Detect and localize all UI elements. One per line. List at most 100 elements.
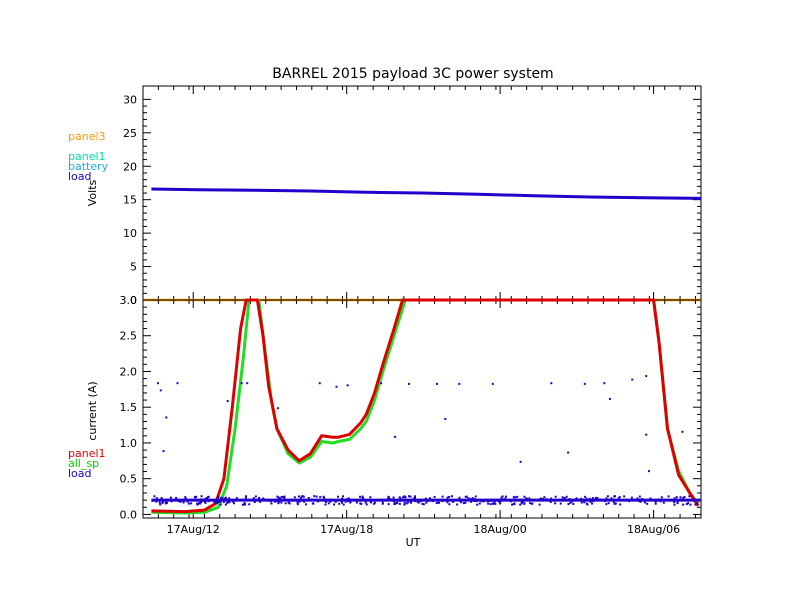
load-sample-point xyxy=(657,498,660,501)
load-sample-point xyxy=(519,503,522,506)
x-tick-label: 17Aug/12 xyxy=(167,523,220,536)
load-sample-point xyxy=(420,498,423,501)
legend-all-sp: all_sp xyxy=(68,457,99,470)
load-sample-point xyxy=(373,499,376,502)
x-tick-label: 17Aug/18 xyxy=(320,523,373,536)
load-sample-point xyxy=(696,502,699,505)
load-sample-point xyxy=(389,497,392,500)
load-sample-point xyxy=(630,496,633,499)
load-sample-point xyxy=(277,501,280,504)
load-sample-point xyxy=(360,502,363,505)
load-sample-point xyxy=(450,499,453,502)
top-y-tick-label: 15 xyxy=(123,194,137,207)
load-sample-point xyxy=(673,501,676,504)
load-sample-point xyxy=(414,500,417,503)
load-sample-point xyxy=(408,495,411,498)
legend-panel1-top: panel1 xyxy=(68,150,106,163)
load-sample-point xyxy=(387,503,390,506)
load-sample-point xyxy=(406,501,409,504)
load-sample-point xyxy=(575,497,578,500)
load-sample-point xyxy=(347,500,350,503)
load-sample-point xyxy=(520,501,523,504)
load-sample-point xyxy=(679,498,682,501)
load-sample-point xyxy=(279,497,282,500)
load-sample-point xyxy=(424,499,427,502)
load-sample-point xyxy=(361,496,364,499)
load-sample-point xyxy=(673,503,676,506)
load-sample-point xyxy=(346,498,349,501)
load-sample-point xyxy=(161,501,164,504)
load-sample-point xyxy=(258,496,261,499)
load-sample-point xyxy=(520,502,523,505)
load-sample-point xyxy=(175,496,178,499)
load-sample-point xyxy=(635,498,638,501)
load-sample-point xyxy=(217,499,220,502)
load-sample-point xyxy=(682,496,685,499)
load-sample-point xyxy=(638,495,641,498)
load-sample-point xyxy=(228,501,231,504)
load-sample-point xyxy=(642,498,645,501)
load-sample-point xyxy=(151,499,154,502)
load-sample-point xyxy=(210,499,213,502)
x-tick-label: 18Aug/00 xyxy=(474,523,527,536)
load-sample-point xyxy=(381,502,384,505)
load-sample-point xyxy=(365,503,368,506)
load-sample-point xyxy=(310,498,313,501)
load-sample-point xyxy=(288,502,291,505)
load-sample-point xyxy=(394,498,397,501)
load-sample-point xyxy=(673,497,676,500)
top-y-tick-label: 5 xyxy=(130,261,137,274)
load-sample-point xyxy=(200,495,203,498)
load-sample-point xyxy=(278,499,281,502)
load-sample-point xyxy=(567,503,570,506)
load-spike-point xyxy=(380,382,383,385)
load-sample-point xyxy=(199,502,202,505)
load-sample-point xyxy=(512,496,515,499)
load-sample-point xyxy=(410,499,413,502)
load-sample-point xyxy=(441,495,444,498)
load-sample-point xyxy=(437,501,440,504)
load-sample-point xyxy=(169,496,172,499)
load-spike-point xyxy=(246,382,249,385)
load-sample-point xyxy=(523,499,526,502)
load-sample-point xyxy=(494,502,497,505)
load-sample-point xyxy=(554,502,557,505)
load-sample-point xyxy=(486,500,489,503)
load-sample-point xyxy=(403,503,406,506)
bottom-ticks: 0.0 0.5 1.0 1.5 2.0 2.5 3.0 17Aug/12 17Aug/18 18A… xyxy=(120,294,701,536)
load-sample-point xyxy=(474,495,477,498)
load-spike-point xyxy=(583,382,586,385)
load-sample-point xyxy=(505,495,508,498)
load-sample-point xyxy=(280,495,283,498)
load-sample-point xyxy=(277,502,280,505)
load-sample-point xyxy=(319,495,322,498)
load-sample-point xyxy=(606,495,609,498)
load-sample-point xyxy=(638,500,641,503)
load-sample-point xyxy=(329,500,332,503)
load-sample-point xyxy=(327,502,330,505)
load-sample-point xyxy=(679,496,682,499)
load-spike-point xyxy=(159,389,162,392)
load-sample-point xyxy=(224,503,227,506)
load-sample-point xyxy=(241,503,244,506)
load-sample-point xyxy=(298,500,301,503)
load-sample-point xyxy=(195,495,198,498)
bottom-y-tick-label: 0.5 xyxy=(120,473,138,486)
load-sample-point xyxy=(186,500,189,503)
load-sample-point xyxy=(617,497,620,500)
load-sample-point xyxy=(349,501,352,504)
load-sample-point xyxy=(248,503,251,506)
x-axis-label: UT xyxy=(406,536,421,549)
load-sample-point xyxy=(392,500,395,503)
load-sample-point xyxy=(466,498,469,501)
load-sample-point xyxy=(380,499,383,502)
load-sample-point xyxy=(580,501,583,504)
load-sample-point xyxy=(277,498,280,501)
load-sample-point xyxy=(219,500,222,503)
load-sample-point xyxy=(525,497,528,500)
load-sample-point xyxy=(523,502,526,505)
load-spike-point xyxy=(608,397,611,400)
load-sample-point xyxy=(164,500,167,503)
load-spike-point xyxy=(226,400,229,403)
